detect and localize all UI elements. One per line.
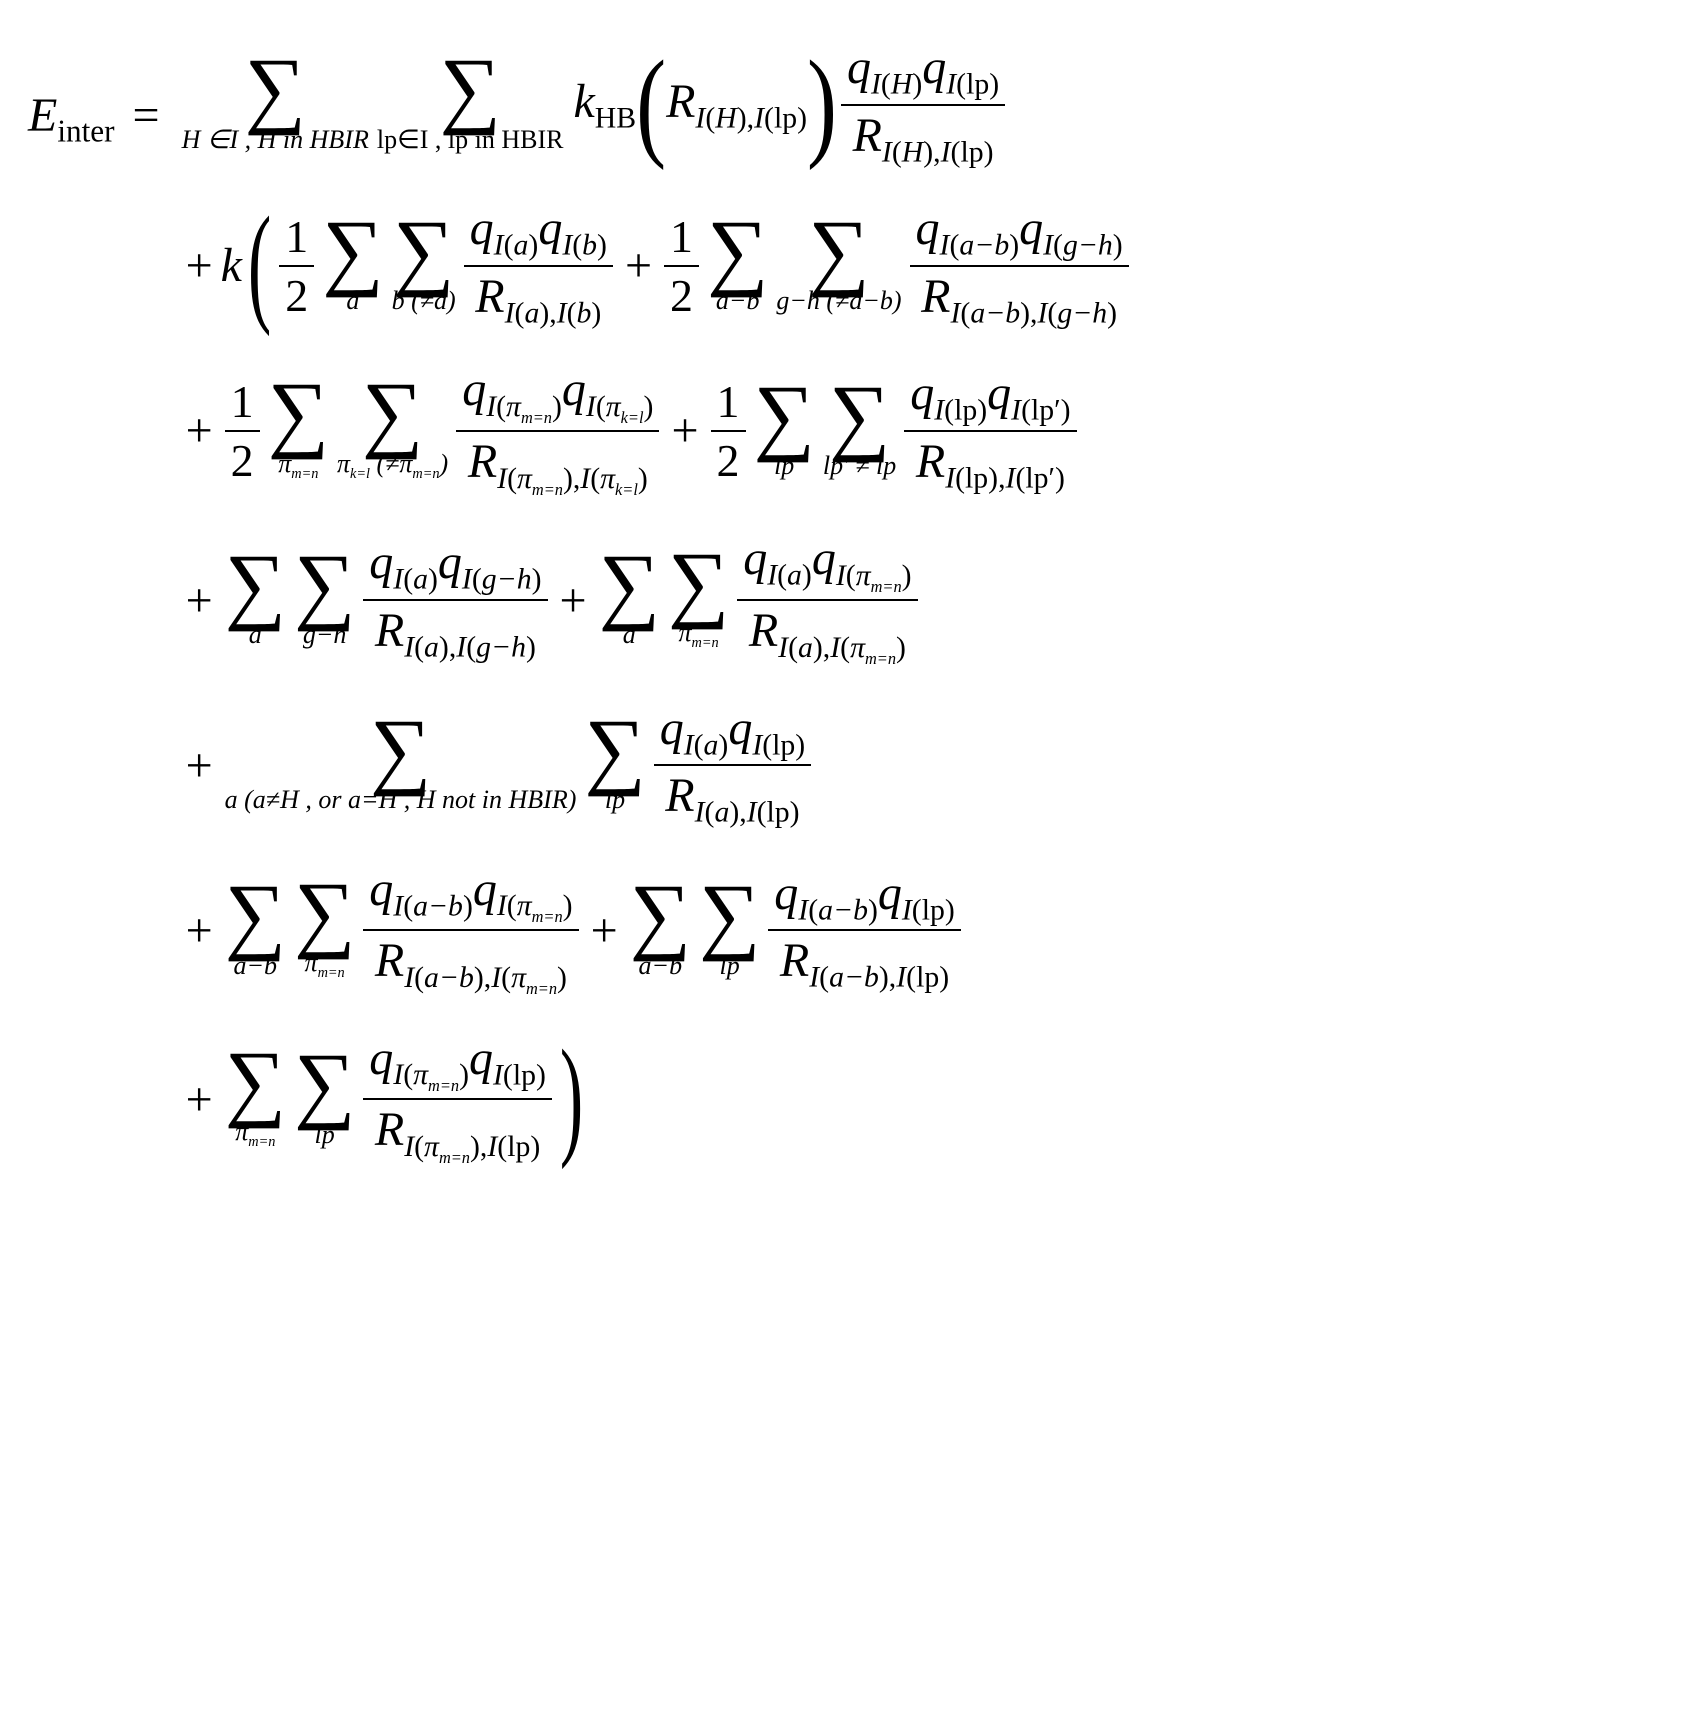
frac-3b: qI(lp)qI(lp′) RI(lp),I(lp′) (904, 364, 1076, 497)
frac-6b: qI(a−b)qI(lp) RI(a−b),I(lp) (768, 864, 960, 997)
line-3: + 12 ∑πm=n ∑πk=l (≠πm=n) qI(πm=n)qI(πk=l… (178, 360, 1133, 501)
frac-4b: qI(a)qI(πm=n) RI(a),I(πm=n) (737, 529, 917, 670)
frac-4a: qI(a)qI(g−h) RI(a),I(g−h) (363, 533, 547, 666)
lhs: Einter (28, 88, 114, 150)
R-arg: RI(H),I(lp) (666, 74, 807, 136)
equals-sign: = (132, 88, 159, 143)
line-5: + ∑a (a≠H , or a=H , H not in HBIR) ∑lp … (178, 699, 1133, 832)
k-coef: k (221, 238, 242, 293)
line-4: + ∑a ∑g−h qI(a)qI(g−h) RI(a),I(g−h) + ∑a… (178, 529, 1133, 670)
half-2a: 12 (279, 208, 314, 324)
sigma-icon: ∑ (245, 56, 306, 121)
line-2: + k ( 12 ∑a ∑b (≠a) qI(a)qI(b) RI(a),I(b… (178, 199, 1133, 332)
frac-6a: qI(a−b)qI(πm=n) RI(a−b),I(πm=n) (363, 860, 578, 1001)
equation: Einter = ∑ H ∈I , H in HBIR ∑ lp∈I , lp … (28, 38, 1679, 1170)
frac-7: qI(πm=n)qI(lp) RI(πm=n),I(lp) (363, 1029, 552, 1170)
lhs-sub: inter (57, 114, 114, 149)
frac-5: qI(a)qI(lp) RI(a),I(lp) (654, 699, 812, 832)
sum-1b: ∑ lp∈I , lp in HBIR (377, 56, 564, 153)
frac-3a: qI(πm=n)qI(πk=l) RI(πm=n),I(πk=l) (456, 360, 659, 501)
sum-1a: ∑ H ∈I , H in HBIR (182, 56, 369, 153)
rhs: ∑ H ∈I , H in HBIR ∑ lp∈I , lp in HBIR k… (178, 38, 1133, 1170)
line-7: + ∑πm=n ∑lp qI(πm=n)qI(lp) RI(πm=n),I(lp… (178, 1029, 1133, 1170)
frac-1: qI(H)qI(lp) RI(H),I(lp) (841, 38, 1005, 171)
khb-coef: kHB (573, 74, 636, 136)
frac-2b: qI(a−b)qI(g−h) RI(a−b),I(g−h) (910, 199, 1129, 332)
frac-2a: qI(a)qI(b) RI(a),I(b) (464, 199, 613, 332)
lhs-var: E (28, 89, 57, 142)
line-1: ∑ H ∈I , H in HBIR ∑ lp∈I , lp in HBIR k… (178, 38, 1133, 171)
line-6: + ∑a−b ∑πm=n qI(a−b)qI(πm=n) RI(a−b),I(π… (178, 860, 1133, 1001)
sigma-icon: ∑ (439, 56, 500, 121)
